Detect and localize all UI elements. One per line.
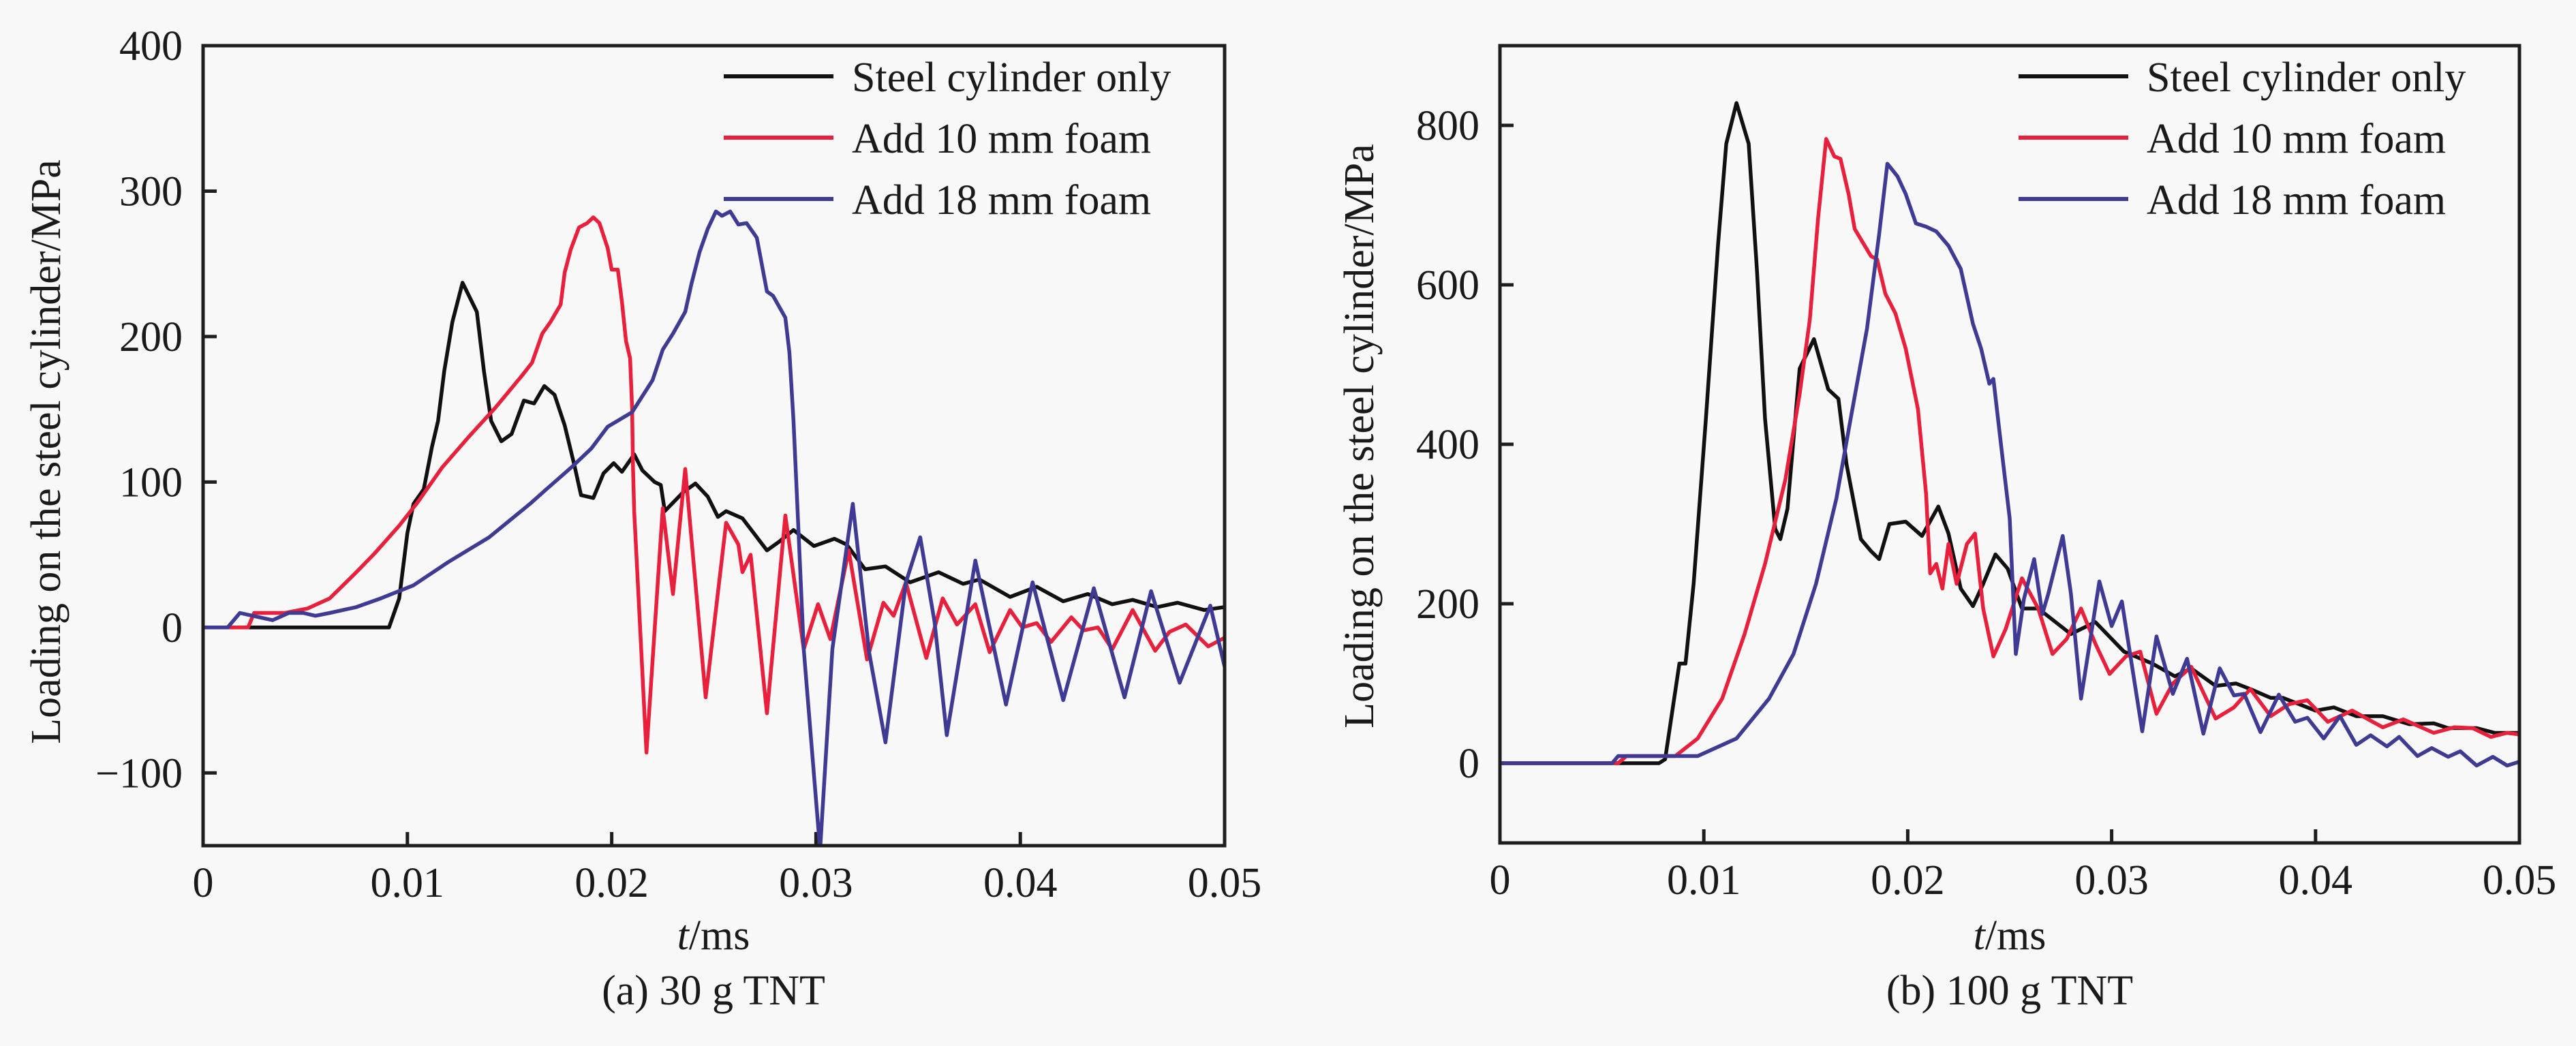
plot-area-a: 0 0.01 0.02 0.03 0.04 0.05 −100 0 100 200 300 400 [95, 23, 1261, 906]
legend-item: Steel cylinder only [2019, 55, 2466, 101]
legend-a: Steel cylinder only Add 10 mm foam Add 18 … [724, 55, 1171, 224]
legend-label: Add 18 mm foam [2147, 177, 2446, 224]
x-tick-label: 0.04 [2279, 857, 2353, 904]
series-line-steel-cylinder-only [1500, 101, 2519, 765]
legend-label: Add 10 mm foam [2147, 116, 2446, 162]
panel-a: Loading on the steel cylinder/MPa 0 0.01 0… [23, 23, 1261, 1014]
x-tick-label: 0.03 [779, 860, 853, 906]
y-tick-label: 800 [1416, 103, 1479, 149]
x-axis-title-a: t/ms [677, 912, 750, 959]
x-tick-label: 0.05 [1188, 860, 1262, 906]
y-tick-label: 400 [119, 23, 183, 70]
x-tick-label: 0.03 [2074, 857, 2149, 904]
series-line-add-10mm-foam [203, 215, 1225, 755]
y-tick-label: 200 [119, 314, 183, 360]
y-tick-label: 400 [1416, 422, 1479, 468]
x-tick-label: 0.01 [371, 860, 445, 906]
caption-a: (a) 30 g TNT [602, 968, 825, 1014]
caption-b: (b) 100 g TNT [1886, 968, 2133, 1014]
legend-item: Steel cylinder only [724, 55, 1171, 101]
legend-item: Add 18 mm foam [724, 177, 1151, 224]
x-tick-label: 0.01 [1667, 857, 1741, 904]
series-line-steel-cylinder-only [203, 281, 1225, 630]
series-line-add-18mm-foam [1500, 161, 2519, 768]
x-tick-label: 0.04 [983, 860, 1058, 906]
legend-b: Steel cylinder only Add 10 mm foam Add 18 … [2019, 55, 2466, 224]
axes-frame-b [1498, 44, 2521, 845]
x-tick-label: 0 [1490, 857, 1511, 904]
axes-frame-a [201, 44, 1227, 848]
x-tick-label: 0.05 [2483, 857, 2557, 904]
plot-area-b: 0 0.01 0.02 0.03 0.04 0.05 0 200 400 600 800 [1416, 101, 2557, 904]
panel-b: Loading on the steel cylinder/MPa 0 0.01 0… [1336, 44, 2557, 1014]
legend-label: Steel cylinder only [2147, 55, 2466, 101]
x-tick-label: 0.02 [1871, 857, 1945, 904]
x-axis-title-b: t/ms [1974, 912, 2046, 959]
legend-label: Add 10 mm foam [852, 116, 1151, 162]
series-line-add-18mm-foam [203, 209, 1225, 846]
legend-label: Steel cylinder only [852, 55, 1171, 101]
y-tick-label: 0 [1458, 741, 1479, 787]
y-tick-label: 0 [162, 605, 183, 651]
legend-item: Add 10 mm foam [2019, 116, 2446, 162]
y-tick-label: 600 [1416, 262, 1479, 309]
x-tick-label: 0.02 [574, 860, 649, 906]
x-tick-label: 0 [193, 860, 214, 906]
y-axis-title-a: Loading on the steel cylinder/MPa [23, 159, 70, 743]
y-tick-label: 100 [119, 459, 183, 506]
legend-item: Add 18 mm foam [2019, 177, 2446, 224]
series-line-add-10mm-foam [1500, 137, 2519, 765]
legend-label: Add 18 mm foam [852, 177, 1151, 224]
y-tick-label: 300 [119, 168, 183, 215]
y-tick-label: −100 [95, 750, 183, 797]
y-axis-title-b: Loading on the steel cylinder/MPa [1336, 144, 1383, 728]
y-tick-label: 200 [1416, 581, 1479, 628]
legend-item: Add 10 mm foam [724, 116, 1151, 162]
